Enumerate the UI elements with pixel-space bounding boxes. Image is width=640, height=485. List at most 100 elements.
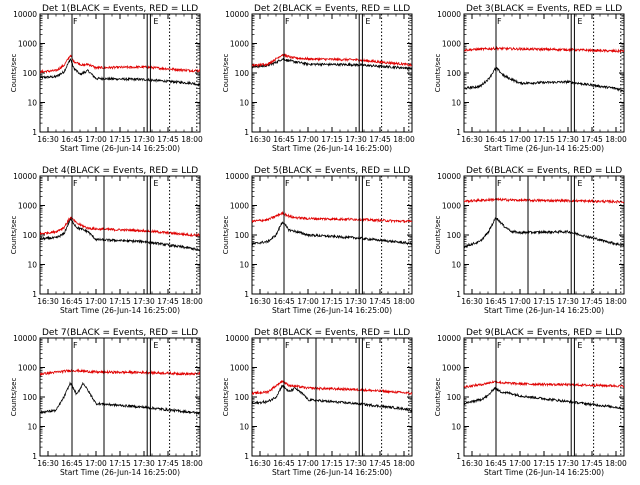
events-series-line <box>464 217 624 249</box>
x-tick-label: 17:30 <box>557 135 579 144</box>
x-tick-label: 17:15 <box>533 135 555 144</box>
panel-title: Det 7(BLACK = Events, RED = LLD <box>42 328 198 338</box>
y-tick-label: 1 <box>32 452 37 461</box>
y-tick-label: 1 <box>244 452 249 461</box>
flag-label: F <box>497 17 502 26</box>
y-tick-label: 10 <box>239 99 249 108</box>
x-tick-label: 18:00 <box>181 297 203 306</box>
panel-title: Det 8(BLACK = Events, RED = LLD <box>254 328 410 338</box>
y-tick-label: 10 <box>239 423 249 432</box>
x-axis-label: Start Time (26-Jun-14 16:25:00) <box>60 468 180 477</box>
panel-title: Det 9(BLACK = Events, RED = LLD <box>466 328 622 338</box>
y-tick-label: 10 <box>27 423 37 432</box>
y-tick-label: 1000 <box>442 364 461 373</box>
flag-label: F <box>73 17 78 26</box>
flag-label: F <box>285 17 290 26</box>
flag-label: F <box>73 179 78 188</box>
y-tick-label: 10 <box>451 261 461 270</box>
x-tick-label: 18:00 <box>605 459 627 468</box>
y-tick-label: 1000 <box>230 40 249 49</box>
x-axis-label: Start Time (26-Jun-14 16:25:00) <box>272 468 392 477</box>
y-tick-label: 1 <box>456 452 461 461</box>
y-tick-label: 1000 <box>18 202 37 211</box>
x-axis-label: Start Time (26-Jun-14 16:25:00) <box>272 144 392 153</box>
x-tick-label: 17:15 <box>321 297 343 306</box>
plot-frame <box>251 13 413 133</box>
x-tick-label: 18:00 <box>393 135 415 144</box>
plot-frame <box>463 175 625 295</box>
x-tick-label: 17:15 <box>109 135 131 144</box>
x-tick-label: 17:30 <box>345 135 367 144</box>
x-tick-label: 17:45 <box>157 297 179 306</box>
y-tick-label: 100 <box>23 69 38 78</box>
y-axis-label: Counts/sec <box>10 54 18 93</box>
x-tick-label: 17:45 <box>581 135 603 144</box>
events-series-line <box>464 66 624 93</box>
x-tick-label: 16:30 <box>249 459 271 468</box>
y-tick-label: 1 <box>244 290 249 299</box>
lld-series-line <box>252 53 412 68</box>
lld-series-line <box>252 210 412 224</box>
y-tick-label: 10000 <box>225 10 249 19</box>
x-tick-label: 17:00 <box>297 135 319 144</box>
panel-title: Det 3(BLACK = Events, RED = LLD <box>466 4 622 14</box>
y-tick-label: 1000 <box>442 202 461 211</box>
x-tick-label: 16:45 <box>485 459 507 468</box>
flag-label: E <box>153 179 158 188</box>
y-tick-label: 100 <box>235 69 250 78</box>
flag-label: E <box>577 341 582 350</box>
panel-title: Det 5(BLACK = Events, RED = LLD <box>254 166 410 176</box>
detector-panel-6: Det 6(BLACK = Events, RED = LLD 1 10 100 100… <box>434 166 627 315</box>
x-tick-label: 16:30 <box>461 297 483 306</box>
x-tick-label: 17:15 <box>321 459 343 468</box>
y-tick-label: 10 <box>239 261 249 270</box>
y-tick-label: 1000 <box>442 40 461 49</box>
y-axis-label: Counts/sec <box>222 378 230 417</box>
x-tick-label: 17:00 <box>297 459 319 468</box>
y-tick-label: 10000 <box>13 172 37 181</box>
x-axis-label: Start Time (26-Jun-14 16:25:00) <box>272 306 392 315</box>
y-axis-label: Counts/sec <box>434 54 442 93</box>
x-tick-label: 17:30 <box>557 297 579 306</box>
x-tick-label: 17:00 <box>509 135 531 144</box>
x-tick-label: 17:30 <box>345 459 367 468</box>
x-tick-label: 17:45 <box>581 459 603 468</box>
events-series-line <box>40 58 200 87</box>
detector-panel-2: Det 2(BLACK = Events, RED = LLD 1 10 100 100… <box>222 4 415 153</box>
x-tick-label: 17:30 <box>133 459 155 468</box>
panel-title: Det 1(BLACK = Events, RED = LLD <box>42 4 198 14</box>
lld-series-line <box>464 45 624 54</box>
panel-title: Det 6(BLACK = Events, RED = LLD <box>466 166 622 176</box>
y-axis-label: Counts/sec <box>222 54 230 93</box>
x-axis-label: Start Time (26-Jun-14 16:25:00) <box>484 306 604 315</box>
x-tick-label: 16:30 <box>249 135 271 144</box>
flag-label: E <box>577 179 582 188</box>
y-tick-label: 10000 <box>13 10 37 19</box>
x-tick-label: 17:15 <box>533 459 555 468</box>
x-tick-label: 17:30 <box>557 459 579 468</box>
flag-label: E <box>577 17 582 26</box>
y-axis-label: Counts/sec <box>10 216 18 255</box>
x-tick-label: 18:00 <box>605 297 627 306</box>
x-tick-label: 16:45 <box>61 297 83 306</box>
x-tick-label: 18:00 <box>181 135 203 144</box>
y-tick-label: 1000 <box>230 202 249 211</box>
y-tick-label: 10 <box>451 423 461 432</box>
panel-title: Det 4(BLACK = Events, RED = LLD <box>42 166 198 176</box>
events-series-line <box>252 221 412 247</box>
x-tick-label: 16:45 <box>273 459 295 468</box>
y-tick-label: 100 <box>23 393 38 402</box>
y-tick-label: 1000 <box>18 40 37 49</box>
x-tick-label: 16:30 <box>461 135 483 144</box>
lld-series-line <box>40 216 200 238</box>
x-axis-label: Start Time (26-Jun-14 16:25:00) <box>60 306 180 315</box>
flag-label: E <box>365 17 370 26</box>
x-tick-label: 17:00 <box>297 297 319 306</box>
y-tick-label: 1 <box>456 128 461 137</box>
y-tick-label: 100 <box>235 393 250 402</box>
x-tick-label: 17:15 <box>321 135 343 144</box>
x-tick-label: 17:00 <box>85 297 107 306</box>
x-tick-label: 16:45 <box>61 135 83 144</box>
y-tick-label: 10000 <box>437 10 461 19</box>
x-tick-label: 17:30 <box>345 297 367 306</box>
